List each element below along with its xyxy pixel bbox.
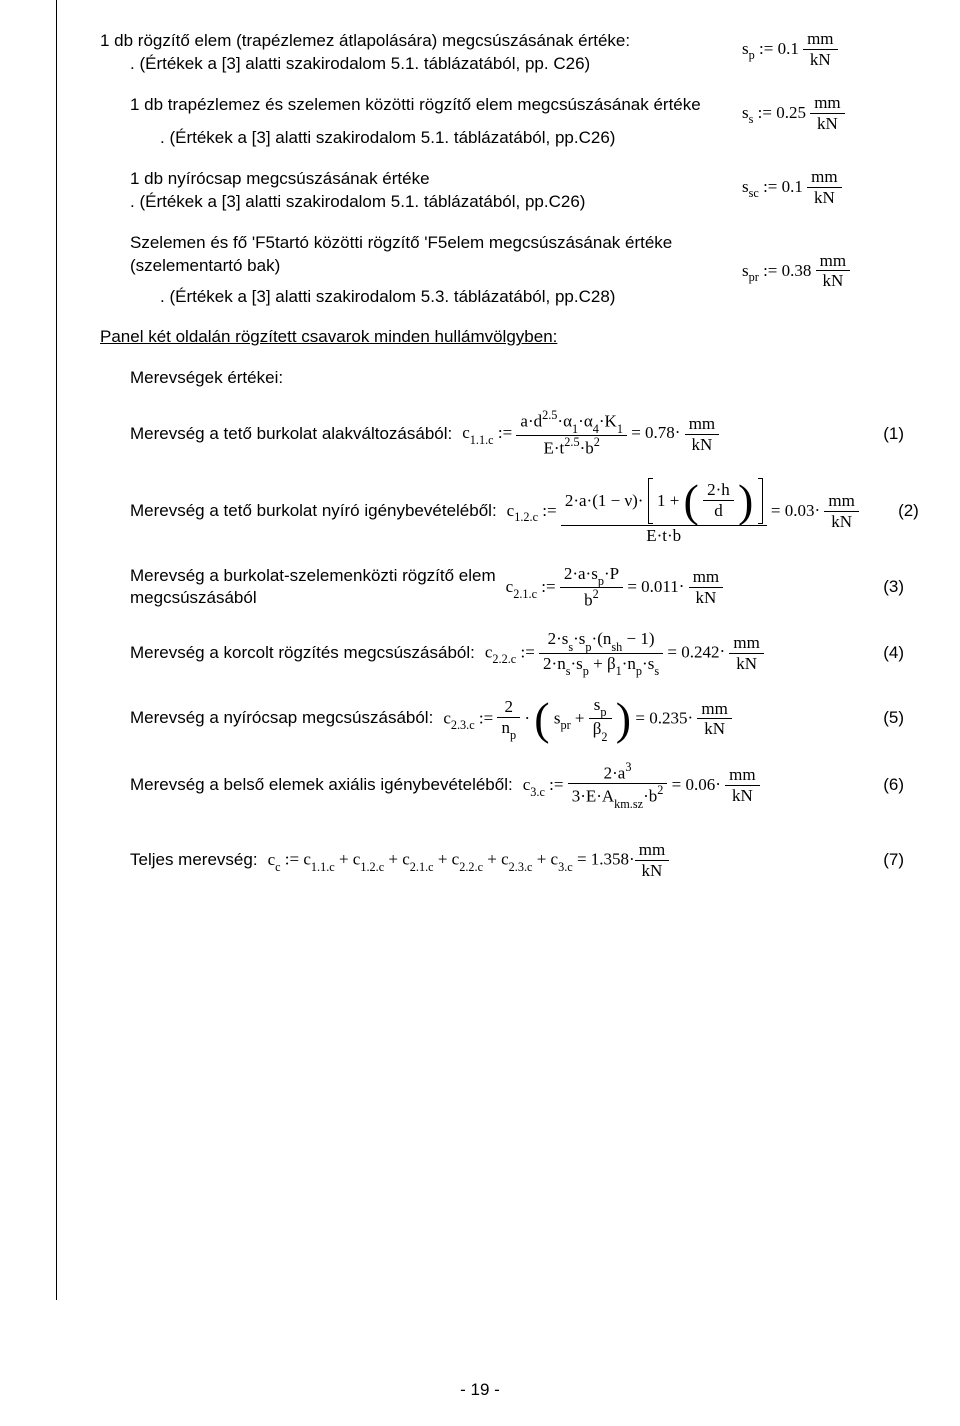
- equation-math: c1.1.c := a·d2.5·α1·α4·K1 E·t2.5·b2 = 0.…: [462, 410, 844, 457]
- definition-spr: Szelemen és fő 'F5tartó közötti rögzítő …: [100, 232, 912, 309]
- equation-number: (3): [844, 576, 912, 599]
- equation-math: c1.2.c := 2·a·(1 − ν)· 1 + ( 2·hd ) E·t·…: [507, 478, 859, 545]
- equation-5: Merevség a nyírócsap megcsúszásából: c2.…: [100, 696, 912, 742]
- equation-math: c2.1.c := 2·a·sp·P b2 = 0.011· mmkN: [506, 565, 844, 610]
- equation-label: Merevség a tető burkolat alakváltozásábó…: [130, 423, 462, 446]
- equation-label: Teljes merevség:: [130, 849, 268, 872]
- equation-label: Merevség a korcolt rögzítés megcsúszásáb…: [130, 642, 485, 665]
- definition-value: ssc := 0.1 mmkN: [730, 168, 912, 207]
- equation-2: Merevség a tető burkolat nyíró igénybevé…: [100, 478, 912, 545]
- definition-note: . (Értékek a [3] alatti szakirodalom 5.1…: [130, 127, 730, 150]
- equation-number: (4): [844, 642, 912, 665]
- equation-number: (5): [844, 707, 912, 730]
- equation-number: (7): [844, 849, 912, 872]
- definition-value: ss := 0.25 mmkN: [730, 94, 912, 133]
- left-margin-rule: [56, 0, 57, 1300]
- definition-text: Szelemen és fő 'F5tartó közötti rögzítő …: [130, 232, 730, 255]
- definition-text: 1 db rögzítő elem (trapézlemez átlapolás…: [100, 30, 730, 53]
- page-number: - 19 -: [0, 1379, 960, 1402]
- definition-note: . (Értékek a [3] alatti szakirodalom 5.3…: [130, 286, 730, 309]
- definition-sp: 1 db rögzítő elem (trapézlemez átlapolás…: [100, 30, 912, 76]
- equation-math: cc := c1.1.c + c1.2.c + c2.1.c + c2.2.c …: [268, 841, 844, 880]
- equation-math: c2.3.c := 2 np · ( spr + sp β2 ) = 0.235…: [443, 696, 844, 742]
- definition-ssc: 1 db nyírócsap megcsúszásának értéke . (…: [100, 168, 912, 214]
- definition-value: sp := 0.1 mmkN: [730, 30, 912, 69]
- definition-text: 1 db nyírócsap megcsúszásának értéke: [130, 168, 730, 191]
- definition-note: . (Értékek a [3] alatti szakirodalom 5.1…: [100, 53, 730, 76]
- equation-7-total: Teljes merevség: cc := c1.1.c + c1.2.c +…: [100, 841, 912, 880]
- equation-label: Merevség a tető burkolat nyíró igénybevé…: [130, 500, 507, 523]
- definition-text: 1 db trapézlemez és szelemen közötti rög…: [130, 94, 730, 117]
- equation-label: Merevség a belső elemek axiális igénybev…: [130, 774, 523, 797]
- equation-math: c3.c := 2·a3 3·E·Akm.sz·b2 = 0.06· mmkN: [523, 762, 844, 809]
- equation-4: Merevség a korcolt rögzítés megcsúszásáb…: [100, 630, 912, 675]
- definition-ss: 1 db trapézlemez és szelemen közötti rög…: [100, 94, 912, 150]
- definition-text2: (szelementartó bak): [130, 255, 730, 278]
- equation-number: (6): [844, 774, 912, 797]
- document-page: 1 db rögzítő elem (trapézlemez átlapolás…: [0, 0, 960, 1426]
- definition-value: spr := 0.38 mmkN: [730, 232, 912, 291]
- section-panel: Panel két oldalán rögzített csavarok min…: [100, 326, 912, 349]
- definition-note: . (Értékek a [3] alatti szakirodalom 5.1…: [130, 191, 730, 214]
- equation-6: Merevség a belső elemek axiális igénybev…: [100, 762, 912, 809]
- equation-number: (1): [844, 423, 912, 446]
- equation-label: Merevség a nyírócsap megcsúszásából:: [130, 707, 443, 730]
- equation-math: c2.2.c := 2·ss·sp·(nsh − 1) 2·ns·sp + β1…: [485, 630, 844, 675]
- equation-3: Merevség a burkolat-szelemenközti rögzít…: [100, 565, 912, 611]
- equation-number: (2): [859, 500, 927, 523]
- equation-label: Merevség a burkolat-szelemenközti rögzít…: [130, 565, 506, 611]
- equation-1: Merevség a tető burkolat alakváltozásábó…: [100, 410, 912, 457]
- stiffness-heading: Merevségek értékei:: [100, 367, 912, 390]
